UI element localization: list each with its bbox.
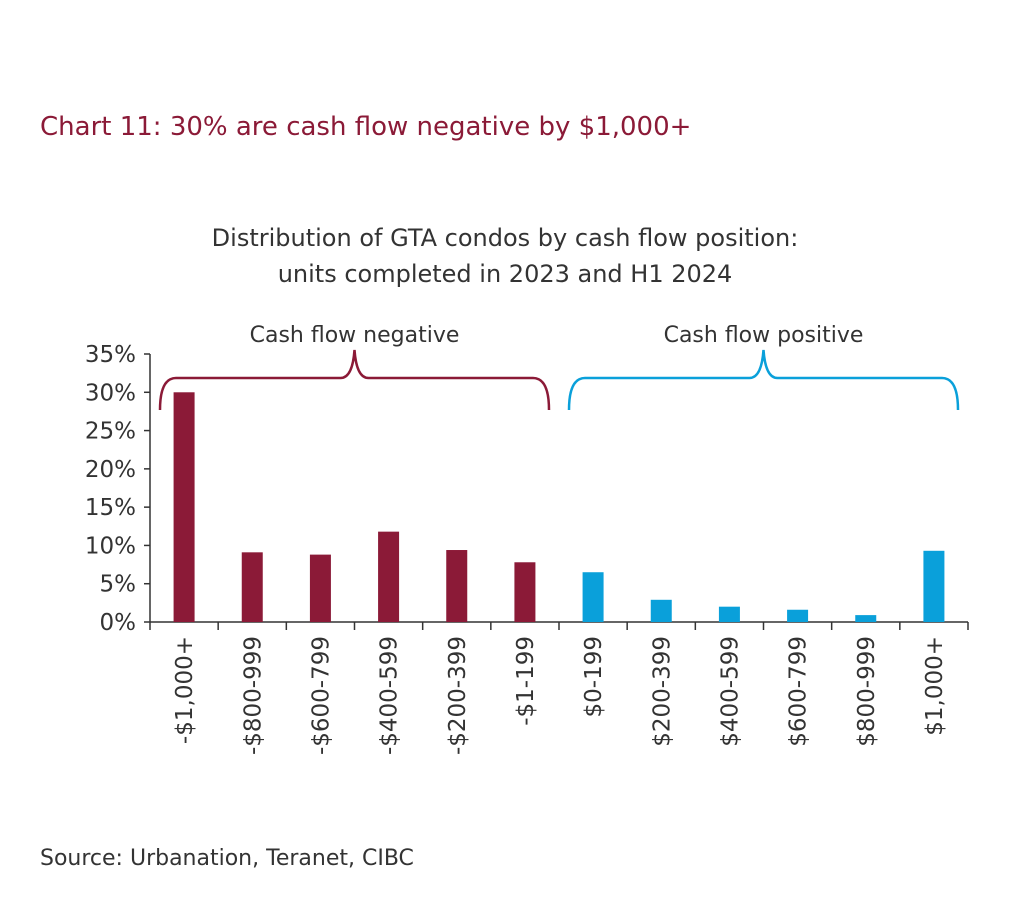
x-tick-label: -$1-199 xyxy=(513,636,539,726)
y-tick-label: 5% xyxy=(100,572,137,598)
x-tick-label: $200-399 xyxy=(649,636,675,747)
bar xyxy=(650,599,672,622)
y-tick-label: 0% xyxy=(100,610,137,636)
chart-title: Distribution of GTA condos by cash flow … xyxy=(212,224,799,252)
bar xyxy=(309,554,331,622)
chart-subtitle: units completed in 2023 and H1 2024 xyxy=(278,260,733,288)
bar xyxy=(173,392,195,622)
bar xyxy=(378,531,400,622)
bar xyxy=(582,572,604,622)
bar xyxy=(446,550,468,622)
plot-area: 0% 5% 10% 15% 20% 25% 30% 35% -$1,000+ -$800-999 -… xyxy=(85,323,969,755)
x-tick-label: $0-199 xyxy=(581,636,607,717)
source-note: Source: Urbanation, Teranet, CIBC xyxy=(40,846,414,871)
group-label: Cash flow positive xyxy=(664,323,864,348)
group-brace xyxy=(158,349,551,411)
x-tick-label: -$400-599 xyxy=(377,636,403,755)
bar xyxy=(718,606,740,622)
y-tick-label: 25% xyxy=(85,419,136,445)
bar xyxy=(923,550,945,622)
y-tick-label: 20% xyxy=(85,457,136,483)
x-tick-label: $400-599 xyxy=(717,636,743,747)
bar xyxy=(855,615,877,622)
x-tick-label: -$600-799 xyxy=(308,636,334,755)
x-tick-label: $800-999 xyxy=(854,636,880,747)
bar xyxy=(241,552,263,622)
x-tick-label: -$800-999 xyxy=(240,636,266,755)
y-tick-label: 30% xyxy=(85,380,136,406)
x-tick-label: $600-799 xyxy=(786,636,812,747)
group-label: Cash flow negative xyxy=(250,323,460,348)
y-tick-label: 10% xyxy=(85,533,136,559)
x-tick-label: -$200-399 xyxy=(445,636,471,755)
bar xyxy=(787,609,809,622)
bar xyxy=(514,562,536,622)
y-tick-label: 35% xyxy=(85,342,136,368)
group-brace xyxy=(567,349,960,411)
x-tick-label: $1,000+ xyxy=(922,636,948,736)
page-title: Chart 11: 30% are cash flow negative by … xyxy=(40,112,692,142)
y-tick-label: 15% xyxy=(85,495,136,521)
x-tick-label: -$1,000+ xyxy=(172,636,198,744)
